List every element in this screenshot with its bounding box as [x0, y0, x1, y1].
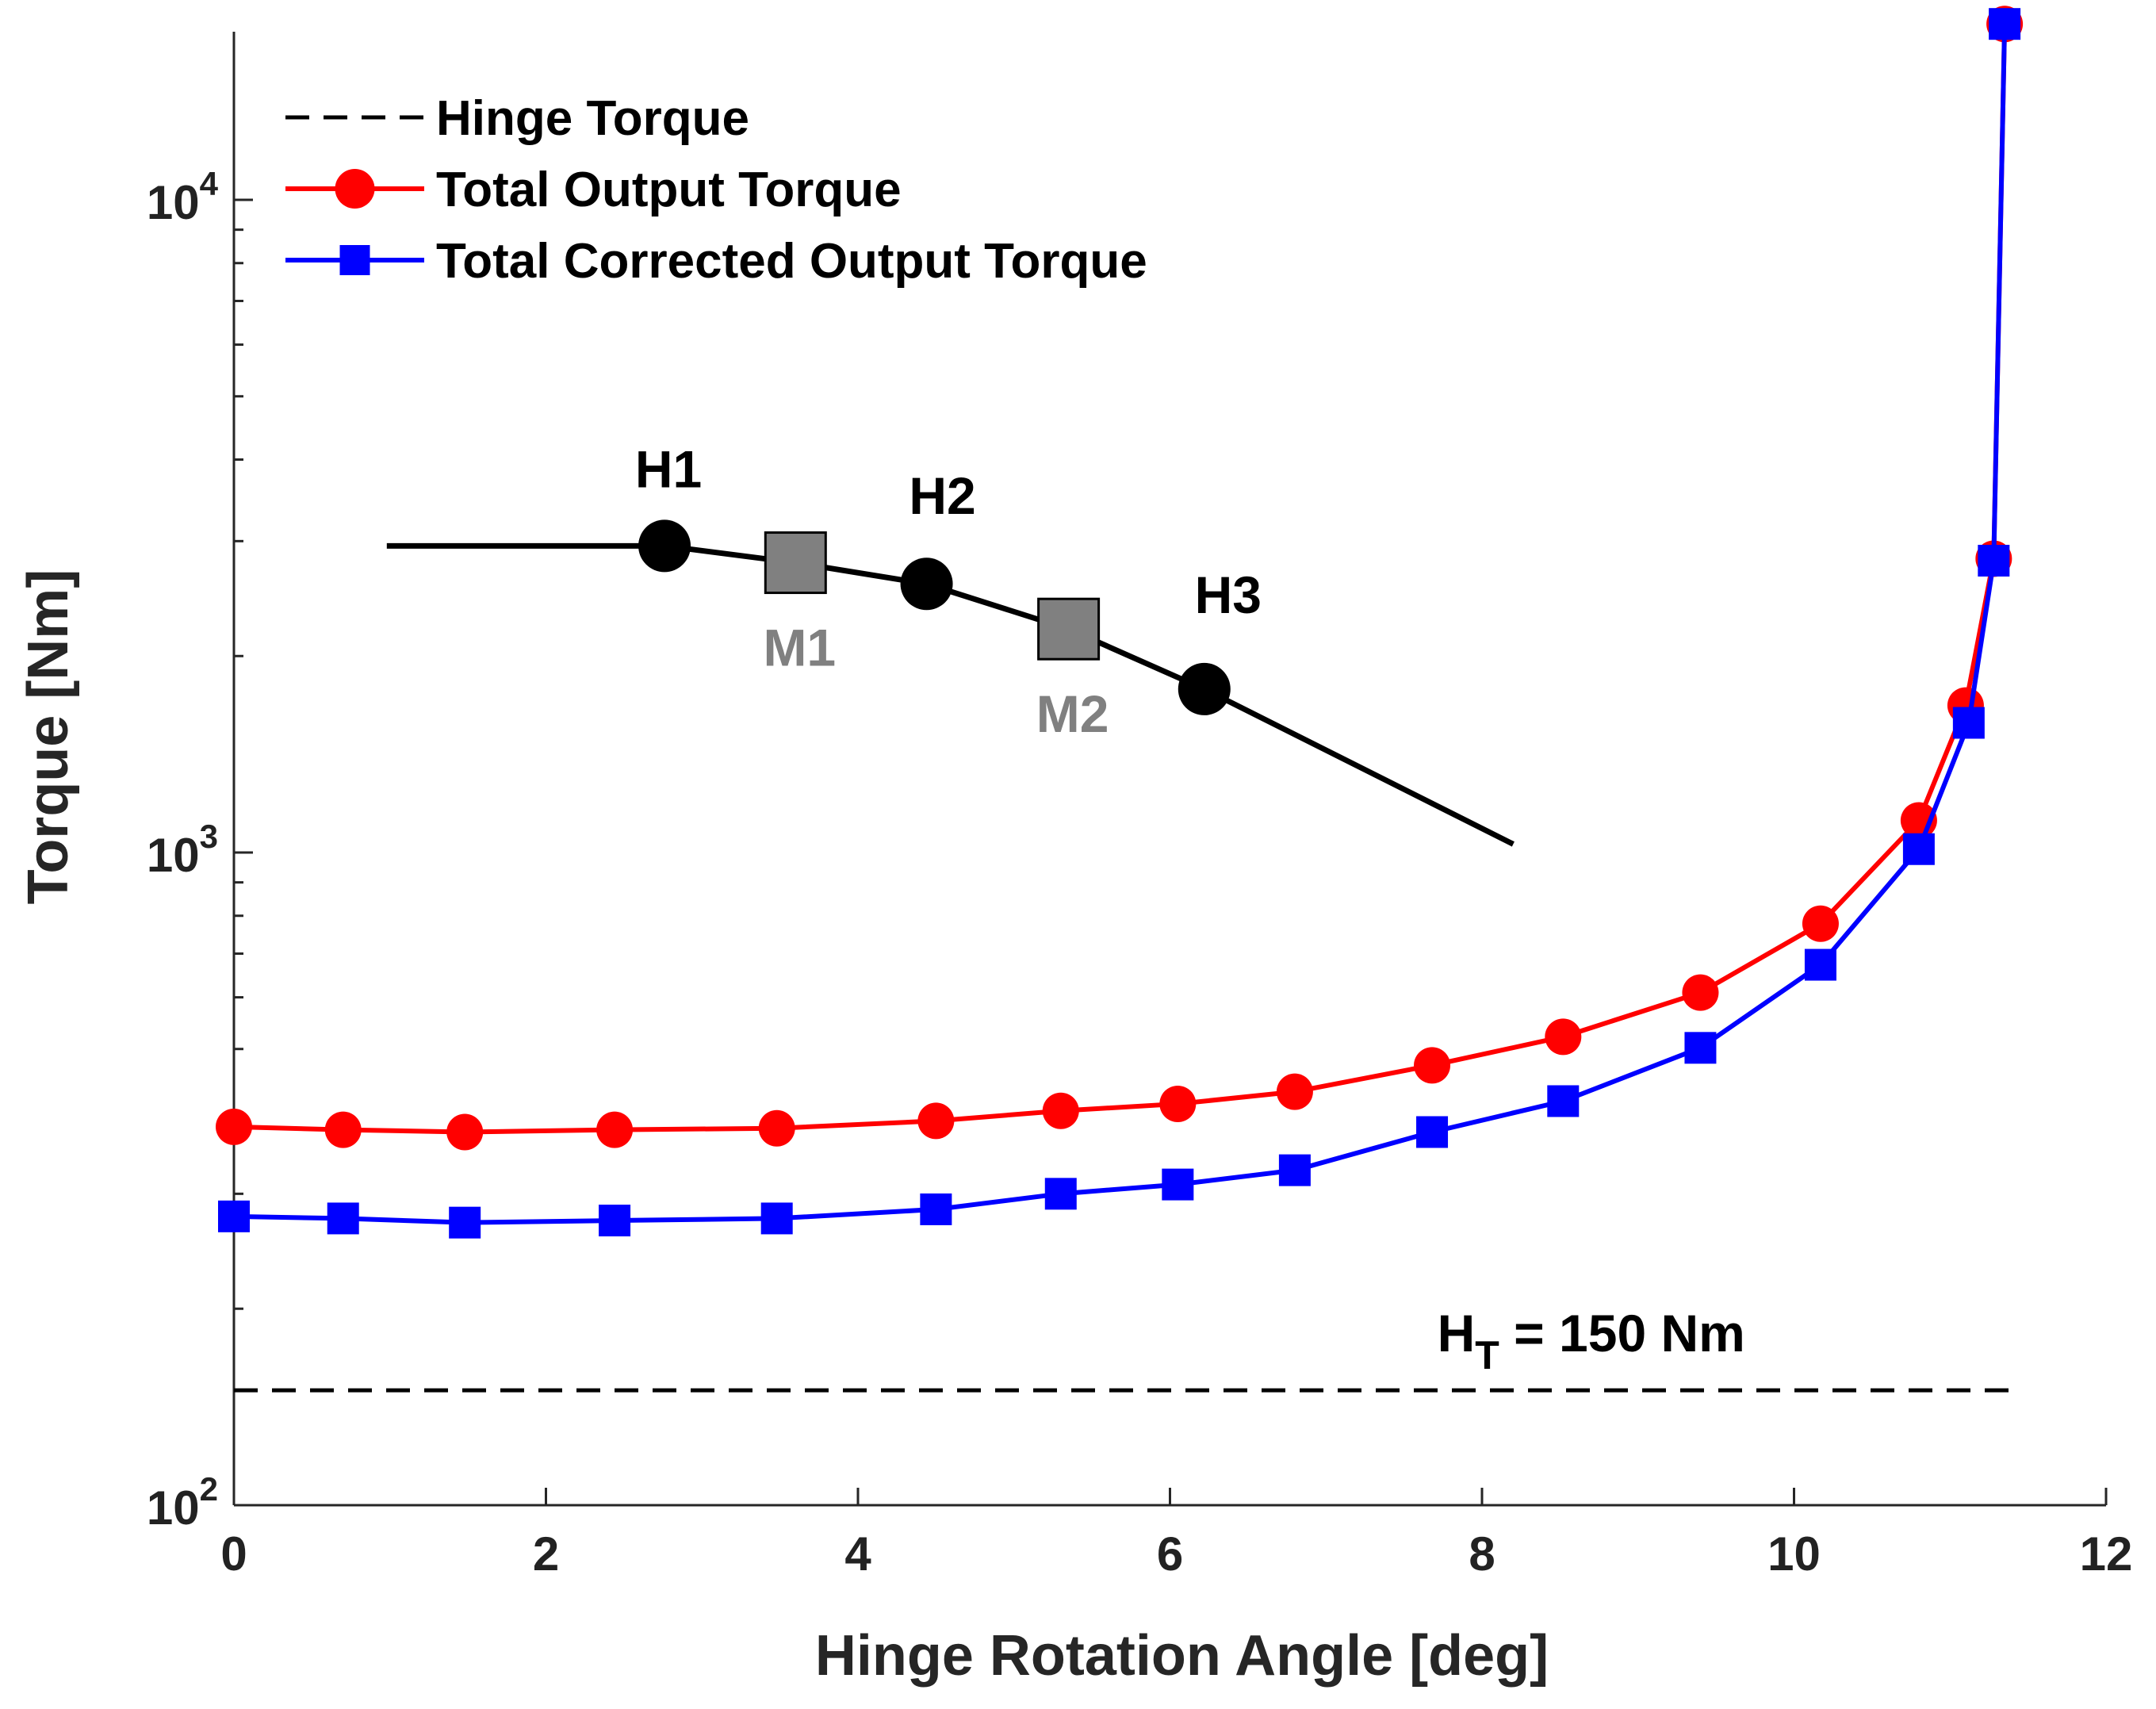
mid-point-marker — [1037, 597, 1101, 661]
legend-label-0: Hinge Torque — [436, 91, 749, 146]
y-axis-label: Torque [Nm] — [17, 569, 80, 905]
annotation-subscript: T — [1475, 1333, 1499, 1378]
corrected-torque-point — [1989, 8, 2021, 40]
output-torque-point — [917, 1102, 955, 1140]
x-tick-label: 0 — [220, 1527, 247, 1581]
corrected-torque-point — [1684, 1032, 1717, 1064]
corrected-torque-point — [920, 1193, 952, 1225]
hinge-layer: M1 M2 H1 H2 H3 — [386, 439, 1515, 847]
corrected-torque-point — [1416, 1116, 1449, 1148]
y-tick-exponent: 2 — [200, 1470, 218, 1508]
corrected-torque-point — [1804, 948, 1836, 981]
series-layer — [216, 6, 2024, 1393]
output-torque-point — [324, 1111, 362, 1148]
hinge-point-label: H1 — [635, 439, 702, 498]
x-axis-label: Hinge Rotation Angle [deg] — [815, 1624, 1549, 1688]
legend-label-2: Total Corrected Output Torque — [436, 234, 1147, 289]
corrected-torque-point — [449, 1206, 481, 1239]
corrected-torque-point — [327, 1202, 359, 1235]
y-tick-exponent: 3 — [200, 818, 218, 855]
mid-point-label: M2 — [1036, 684, 1109, 743]
y-tick-base: 10 — [147, 829, 200, 882]
corrected-torque-point — [1978, 544, 2010, 577]
hinge-point-label: H2 — [909, 466, 975, 525]
corrected-torque-point — [1278, 1154, 1311, 1186]
x-tick-label: 12 — [2080, 1527, 2133, 1581]
corrected-torque-point — [599, 1205, 631, 1237]
output-torque-point — [1545, 1018, 1582, 1056]
output-torque-point — [216, 1108, 252, 1145]
corrected-torque-point — [218, 1200, 250, 1232]
hinge-point-marker — [1178, 662, 1231, 715]
corrected-torque-point — [1902, 833, 1935, 865]
output-torque-point — [446, 1113, 484, 1151]
output-torque-point — [758, 1109, 795, 1147]
y-tick-base: 10 — [147, 176, 200, 229]
hinge-torque-annotation: HT = 150 Nm — [1438, 1304, 1745, 1378]
mid-point-label: M1 — [763, 619, 836, 677]
y-tick-label: 104 — [147, 165, 219, 229]
hinge-point-marker — [900, 558, 953, 611]
corrected-torque-point — [1952, 707, 1985, 739]
annotation-rest: = 150 Nm — [1499, 1304, 1745, 1362]
output-torque-point — [1802, 905, 1839, 942]
hinge-point-label: H3 — [1195, 565, 1262, 624]
legend-label-1: Total Output Torque — [436, 163, 902, 217]
y-tick-base: 10 — [147, 1481, 200, 1535]
output-torque-point — [1414, 1047, 1451, 1084]
legend-marker-square — [339, 245, 370, 275]
x-tick-label: 10 — [1767, 1527, 1821, 1581]
x-tick-label: 4 — [844, 1527, 871, 1581]
legend: Hinge Torque Total Output Torque Total Cor… — [285, 91, 1147, 289]
y-tick-label: 103 — [147, 818, 218, 882]
y-tick-label: 102 — [147, 1470, 218, 1535]
output-torque-point — [1682, 974, 1719, 1011]
output-torque-point — [1276, 1073, 1313, 1110]
output-torque-point — [1042, 1092, 1079, 1129]
y-tick-exponent: 4 — [200, 165, 219, 202]
output-torque-point — [1159, 1085, 1197, 1122]
x-tick-label: 8 — [1469, 1527, 1495, 1581]
output-torque-point — [596, 1111, 634, 1148]
corrected-torque-point — [1162, 1168, 1194, 1201]
mid-point-marker — [764, 531, 827, 595]
corrected-torque-point — [760, 1202, 793, 1235]
corrected-torque-point — [1547, 1085, 1580, 1117]
legend-marker-circle — [335, 169, 375, 209]
x-tick-label: 6 — [1157, 1527, 1183, 1581]
hinge-point-marker — [638, 519, 691, 573]
x-tick-label: 2 — [533, 1527, 559, 1581]
corrected-torque-point — [1044, 1178, 1077, 1210]
annotation-layer: HT = 150 Nm — [1438, 1304, 1745, 1378]
annotation-main: H — [1438, 1304, 1476, 1362]
